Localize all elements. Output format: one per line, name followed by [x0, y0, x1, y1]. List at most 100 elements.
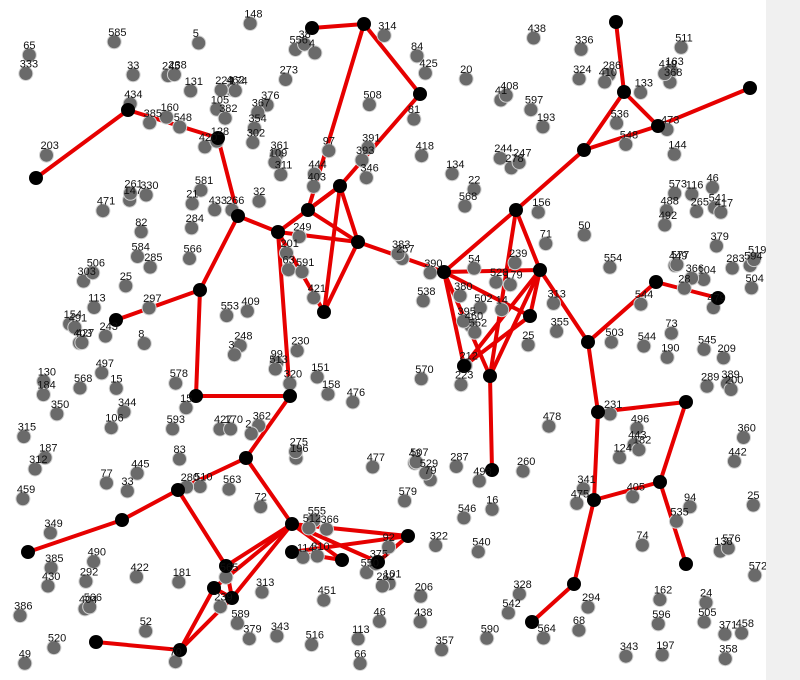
graph-node[interactable]	[668, 513, 684, 529]
graph-node[interactable]	[458, 71, 474, 87]
graph-node[interactable]	[717, 651, 733, 667]
graph-node[interactable]	[18, 66, 34, 81]
graph-node[interactable]	[634, 537, 650, 553]
graph-node[interactable]	[696, 341, 712, 357]
graph-node[interactable]	[372, 613, 387, 629]
graph-node[interactable]	[182, 251, 197, 266]
highlighted-node[interactable]	[743, 81, 757, 95]
graph-node[interactable]	[86, 300, 102, 315]
graph-node[interactable]	[242, 16, 258, 31]
highlighted-node[interactable]	[231, 209, 245, 223]
graph-node[interactable]	[636, 338, 652, 354]
graph-node[interactable]	[488, 274, 504, 290]
highlighted-node[interactable]	[581, 335, 595, 349]
graph-node[interactable]	[129, 465, 145, 481]
graph-node[interactable]	[571, 622, 587, 638]
graph-node[interactable]	[456, 510, 472, 526]
graph-node[interactable]	[12, 608, 28, 624]
graph-node[interactable]	[549, 323, 565, 339]
graph-node[interactable]	[412, 614, 428, 630]
highlighted-node[interactable]	[617, 85, 631, 99]
graph-node[interactable]	[106, 34, 122, 50]
highlighted-node[interactable]	[305, 21, 319, 35]
highlighted-node[interactable]	[285, 517, 299, 531]
graph-node[interactable]	[682, 499, 698, 515]
highlighted-node[interactable]	[649, 275, 663, 289]
graph-node[interactable]	[535, 119, 551, 135]
graph-node[interactable]	[669, 257, 685, 273]
graph-node[interactable]	[457, 198, 473, 214]
graph-node[interactable]	[663, 325, 679, 341]
graph-node[interactable]	[297, 36, 312, 52]
graph-node[interactable]	[16, 429, 32, 445]
graph-node[interactable]	[67, 319, 83, 335]
graph-node[interactable]	[269, 628, 285, 644]
graph-node[interactable]	[320, 386, 336, 402]
graph-node[interactable]	[184, 196, 200, 212]
graph-node[interactable]	[571, 71, 587, 87]
graph-node[interactable]	[746, 252, 762, 268]
graph-node[interactable]	[541, 418, 557, 434]
graph-node[interactable]	[251, 193, 267, 209]
graph-node[interactable]	[397, 493, 413, 509]
graph-node[interactable]	[361, 97, 377, 113]
highlighted-node[interactable]	[21, 545, 35, 559]
graph-node[interactable]	[452, 288, 468, 304]
graph-node[interactable]	[108, 380, 124, 396]
graph-node[interactable]	[745, 497, 761, 513]
graph-node[interactable]	[39, 147, 54, 163]
graph-node[interactable]	[172, 119, 188, 135]
graph-node[interactable]	[650, 616, 666, 632]
graph-node[interactable]	[345, 394, 361, 410]
graph-node[interactable]	[253, 499, 269, 515]
graph-node[interactable]	[118, 278, 134, 294]
graph-node[interactable]	[466, 260, 482, 276]
highlighted-node[interactable]	[109, 313, 123, 327]
graph-node[interactable]	[197, 139, 213, 155]
graph-node[interactable]	[350, 631, 366, 647]
highlighted-node[interactable]	[239, 451, 253, 465]
graph-node[interactable]	[717, 626, 733, 642]
graph-node[interactable]	[484, 501, 500, 517]
highlighted-node[interactable]	[333, 179, 347, 193]
highlighted-node[interactable]	[335, 553, 349, 567]
graph-node[interactable]	[103, 420, 119, 436]
graph-node[interactable]	[720, 540, 736, 556]
graph-node[interactable]	[494, 302, 510, 318]
graph-node[interactable]	[85, 265, 101, 281]
graph-node[interactable]	[629, 420, 645, 436]
graph-node[interactable]	[492, 150, 508, 166]
graph-node[interactable]	[289, 343, 305, 359]
graph-node[interactable]	[165, 421, 181, 437]
graph-node[interactable]	[471, 473, 487, 489]
graph-node[interactable]	[227, 83, 243, 99]
graph-node[interactable]	[466, 181, 482, 197]
graph-node[interactable]	[453, 377, 469, 393]
graph-node[interactable]	[82, 599, 98, 615]
graph-node[interactable]	[37, 450, 53, 466]
graph-node[interactable]	[129, 569, 144, 585]
graph-node[interactable]	[374, 578, 390, 594]
highlighted-node[interactable]	[285, 545, 299, 559]
graph-node[interactable]	[569, 495, 585, 511]
graph-node[interactable]	[511, 586, 527, 602]
graph-node[interactable]	[530, 204, 546, 220]
graph-node[interactable]	[239, 303, 255, 319]
graph-node[interactable]	[408, 454, 424, 470]
graph-node[interactable]	[705, 180, 720, 195]
graph-node[interactable]	[406, 111, 422, 127]
graph-node[interactable]	[657, 66, 673, 82]
graph-node[interactable]	[575, 481, 591, 497]
graph-node[interactable]	[413, 588, 429, 604]
highlighted-node[interactable]	[115, 513, 129, 527]
highlighted-node[interactable]	[89, 635, 103, 649]
highlighted-node[interactable]	[193, 283, 207, 297]
highlighted-node[interactable]	[211, 131, 225, 145]
graph-node[interactable]	[472, 300, 488, 316]
graph-node[interactable]	[502, 277, 518, 293]
graph-node[interactable]	[415, 293, 431, 309]
graph-node[interactable]	[43, 560, 59, 576]
graph-node[interactable]	[515, 463, 531, 479]
graph-node[interactable]	[86, 554, 102, 570]
graph-node[interactable]	[304, 637, 320, 653]
